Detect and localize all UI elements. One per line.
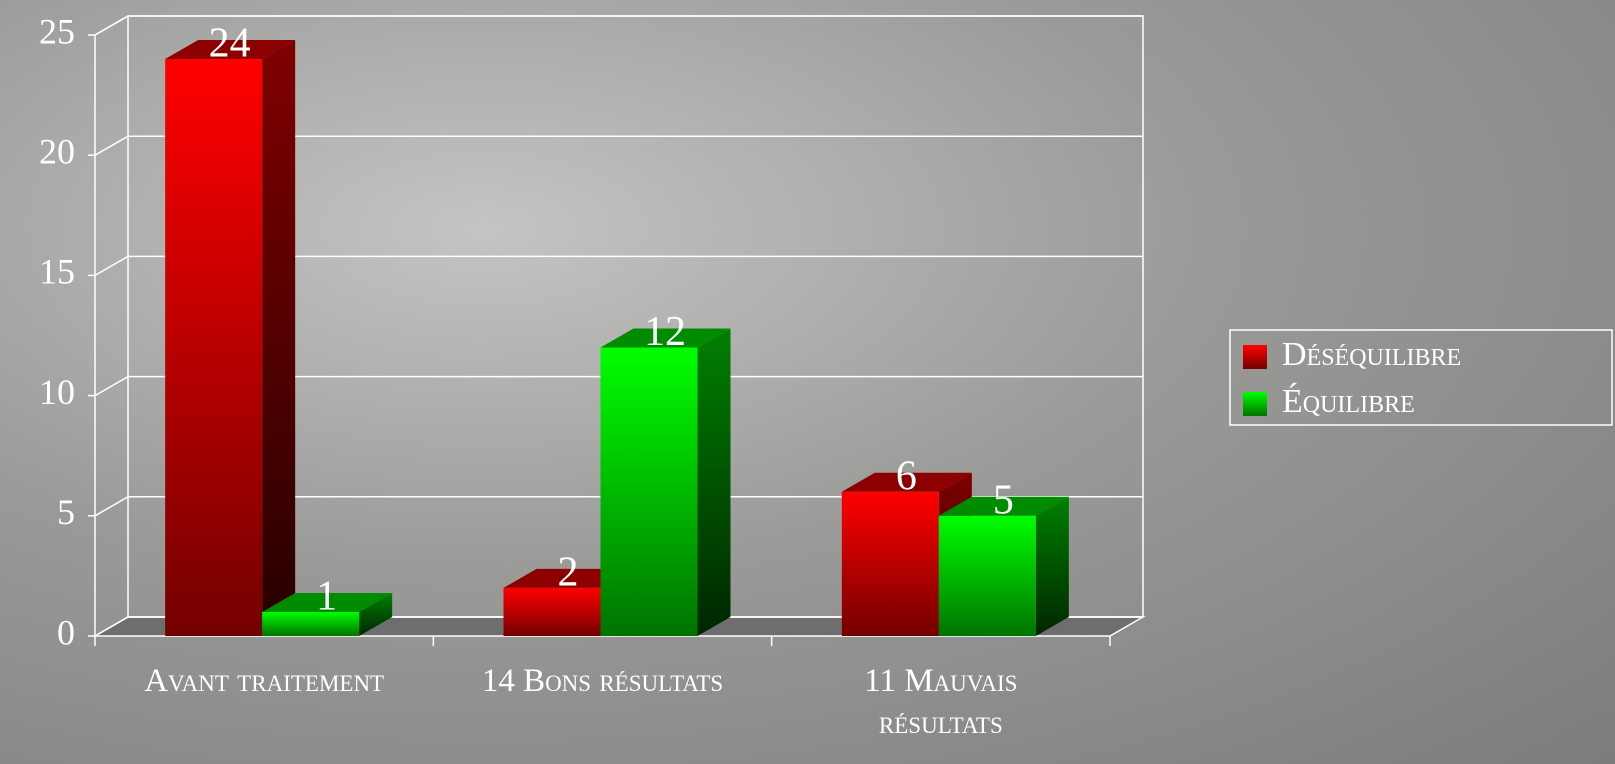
- bar-side: [697, 328, 731, 636]
- legend-label: Équilibre: [1282, 383, 1415, 420]
- grid-line: [94, 616, 1143, 637]
- bar: [262, 611, 360, 636]
- bar-side: [359, 592, 393, 636]
- bar-top: [262, 592, 393, 612]
- bar: [938, 515, 1036, 636]
- y-tick-label: 10: [39, 372, 75, 412]
- y-tick-label: 15: [39, 252, 75, 292]
- y-tick-label: 0: [57, 612, 75, 652]
- data-label: 12: [644, 309, 686, 355]
- bar-top: [165, 40, 296, 60]
- x-tick-label: Avant traitement: [144, 663, 385, 699]
- bar: [503, 587, 601, 636]
- grid-line: [94, 135, 1143, 156]
- bar: [165, 59, 263, 637]
- y-tick-label: 20: [39, 131, 75, 171]
- bar-top: [600, 328, 731, 348]
- grid-line: [94, 375, 1143, 397]
- data-label: 6: [896, 453, 917, 499]
- legend-label: Déséquilibre: [1282, 336, 1461, 373]
- bar: [600, 347, 698, 636]
- bar-side: [262, 40, 296, 637]
- legend-swatch: [1243, 345, 1267, 369]
- bar: [841, 491, 939, 636]
- grid-line: [94, 15, 1143, 36]
- data-label: 24: [209, 21, 251, 67]
- bar-side: [1035, 496, 1069, 636]
- x-tick-label: 11 Mauvais résultats: [864, 663, 1018, 741]
- y-tick-label: 5: [57, 492, 75, 532]
- data-label: 5: [993, 477, 1014, 523]
- legend-box: [1229, 329, 1613, 426]
- bar-top: [938, 496, 1069, 516]
- grid-line: [94, 496, 1143, 517]
- x-tick-label: 14 Bons résultats: [481, 663, 724, 699]
- data-label: 2: [558, 550, 579, 596]
- bar-top: [841, 472, 972, 492]
- y-tick-label: 25: [39, 11, 75, 51]
- legend-swatch: [1243, 392, 1267, 416]
- data-label: 1: [316, 574, 337, 620]
- grid-line: [94, 255, 1143, 277]
